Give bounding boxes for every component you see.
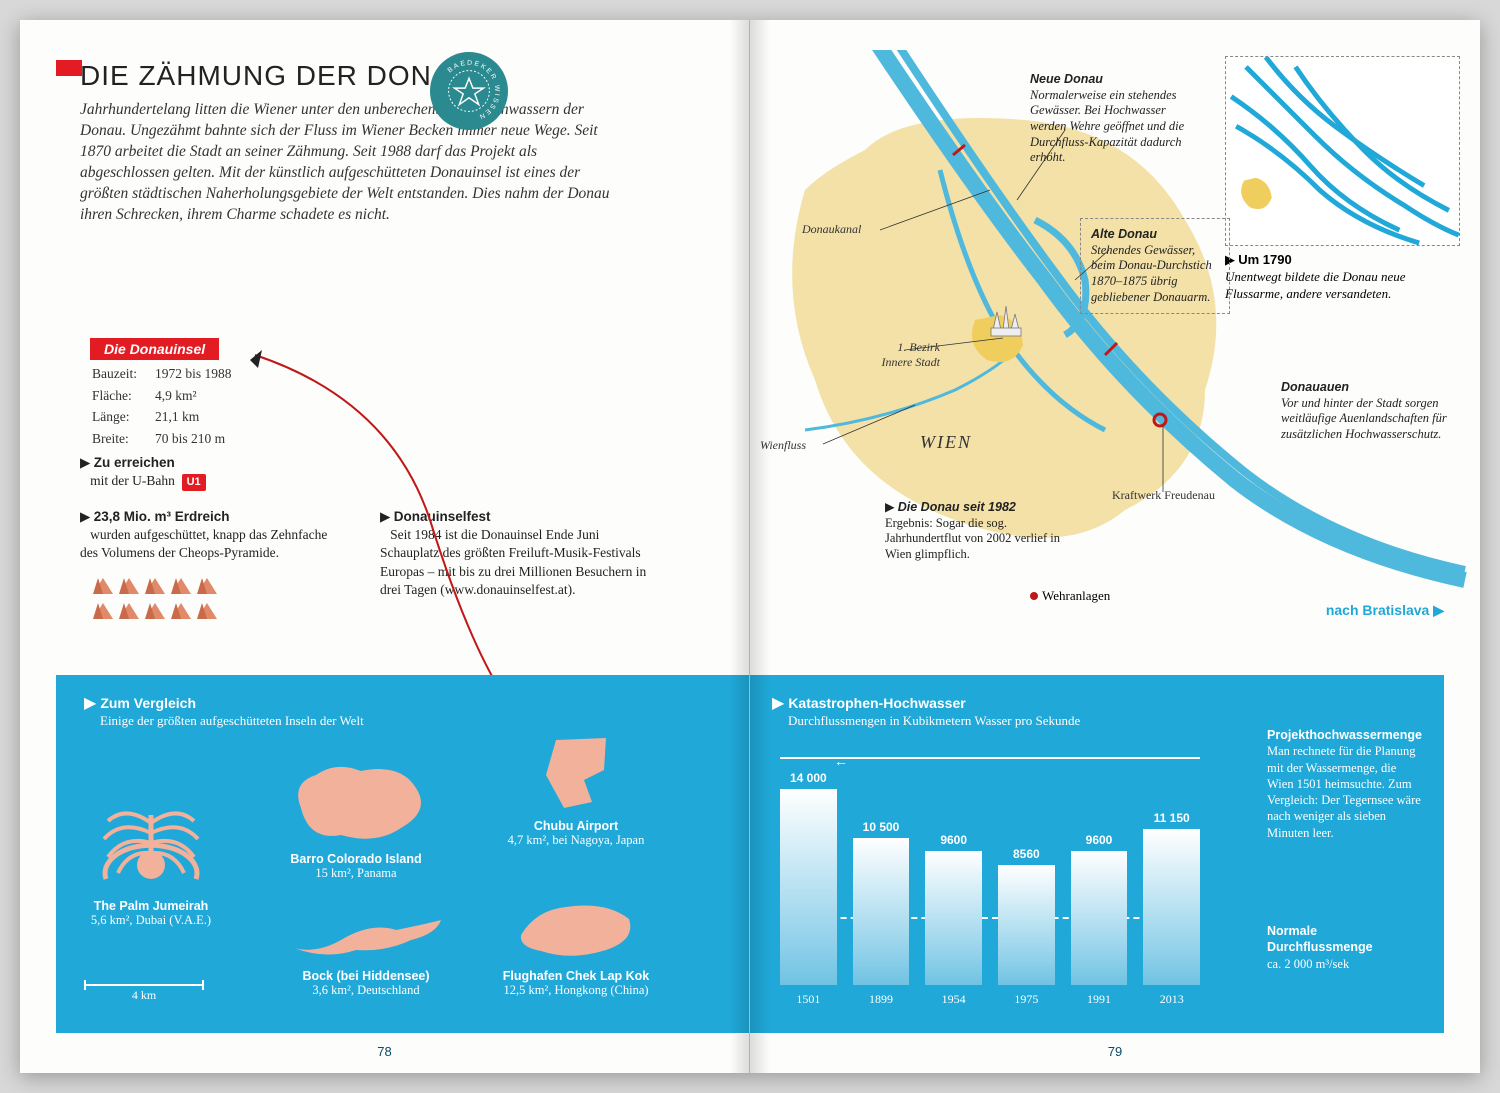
label-wienfluss: Wienfluss <box>760 438 806 453</box>
island-bock: Bock (bei Hiddensee) 3,6 km², Deutschlan… <box>276 910 456 998</box>
bar-year: 1899 <box>853 992 910 1007</box>
bar-year: 1954 <box>925 992 982 1007</box>
bar: 11 150 <box>1143 829 1200 985</box>
label-donaukanal: Donaukanal <box>802 222 861 237</box>
island-barro: Barro Colorado Island 15 km², Panama <box>266 753 446 881</box>
u1-badge: U1 <box>182 474 206 491</box>
book-spread: DIE ZÄHMUNG DER DONAU BAEDEKER WISSEN Ja… <box>20 20 1480 1073</box>
bar-year: 1975 <box>998 992 1055 1007</box>
baedeker-badge: BAEDEKER WISSEN <box>430 52 508 130</box>
bar-year: 2013 <box>1143 992 1200 1007</box>
page-title: DIE ZÄHMUNG DER DONAU <box>80 60 699 92</box>
bar: 9600 <box>925 851 982 985</box>
bar: 14 000 <box>780 789 837 985</box>
callout-donauauen: Donauauen Vor und hinter der Stadt sorge… <box>1281 380 1456 443</box>
chart-panel: ▶ Katastrophen-Hochwasser Durchflussmeng… <box>750 675 1444 1033</box>
callout-neue-donau: Neue Donau Normalerweise ein stehendes G… <box>1030 72 1202 166</box>
inset-1790: ▶ Um 1790 Unentwegt bildete die Donau ne… <box>1225 56 1460 303</box>
chart-title: Katastrophen-Hochwasser <box>788 695 965 711</box>
map-area: ▶ Um 1790 Unentwegt bildete die Donau ne… <box>750 50 1480 615</box>
label-bezirk: 1. Bezirk Innere Stadt <box>870 340 940 370</box>
to-bratislava: nach Bratislava ▶ <box>1326 602 1444 619</box>
comparison-sub: Einige der größten aufgeschütteten Insel… <box>84 713 727 730</box>
island-cheklapkok: Flughafen Chek Lap Kok 12,5 km², Hongkon… <box>491 895 661 998</box>
bar-chart: ← 14 00010 50096008560960011 150 1501189… <box>780 757 1200 1007</box>
donauinsel-facts: Bauzeit:1972 bis 1988 Fläche:4,9 km² Län… <box>90 362 250 450</box>
island-palm: The Palm Jumeirah 5,6 km², Dubai (V.A.E.… <box>76 795 226 928</box>
label-kraftwerk: Kraftwerk Freudenau <box>1112 488 1215 503</box>
red-tab-left <box>56 60 82 76</box>
projekt-annot: Projekthoch­wassermenge Man rechnete für… <box>1267 727 1422 841</box>
scale-bar: 4 km <box>84 984 204 1003</box>
fest-block: ▶ Donauinselfest Seit 1984 ist die Donau… <box>380 508 650 599</box>
label-wien: WIEN <box>920 432 972 453</box>
island-chubu: Chubu Airport 4,7 km², bei Nagoya, Japan <box>501 730 651 848</box>
page-right: ▶ Um 1790 Unentwegt bildete die Donau ne… <box>750 20 1480 1073</box>
intro-text: Jahrhundertelang litten die Wiener unter… <box>80 100 610 226</box>
earth-block: ▶ 23,8 Mio. m³ Erdreich wurden aufgeschü… <box>80 508 340 563</box>
donauinsel-header: Die Donauinsel <box>90 338 219 360</box>
callout-seit1982: ▶ Die Donau seit 1982 Ergebnis: Sogar di… <box>885 500 1085 563</box>
bar: 9600 <box>1071 851 1128 985</box>
bar: 10 500 <box>853 838 910 985</box>
page-number-right: 79 <box>1108 1044 1122 1059</box>
reach-block: ▶ Zu erreichen mit der U-Bahn U1 <box>80 454 340 491</box>
legend-wehr: Wehranlagen <box>1030 588 1110 604</box>
page-left: DIE ZÄHMUNG DER DONAU BAEDEKER WISSEN Ja… <box>20 20 750 1073</box>
normal-annot: Normale Durchflussmenge ca. 2 000 m³/sek <box>1267 923 1422 972</box>
bar: 8560 <box>998 865 1055 985</box>
bar-year: 1501 <box>780 992 837 1007</box>
callout-alte-donau: Alte Donau Stehendes Gewässer, beim Dona… <box>1080 218 1230 314</box>
bar-year: 1991 <box>1071 992 1128 1007</box>
comparison-title: Zum Vergleich <box>100 695 196 711</box>
page-number-left: 78 <box>377 1044 391 1059</box>
comparison-panel: ▶ Zum Vergleich Einige der größten aufge… <box>56 675 749 1033</box>
pyramids-icons <box>90 576 220 626</box>
